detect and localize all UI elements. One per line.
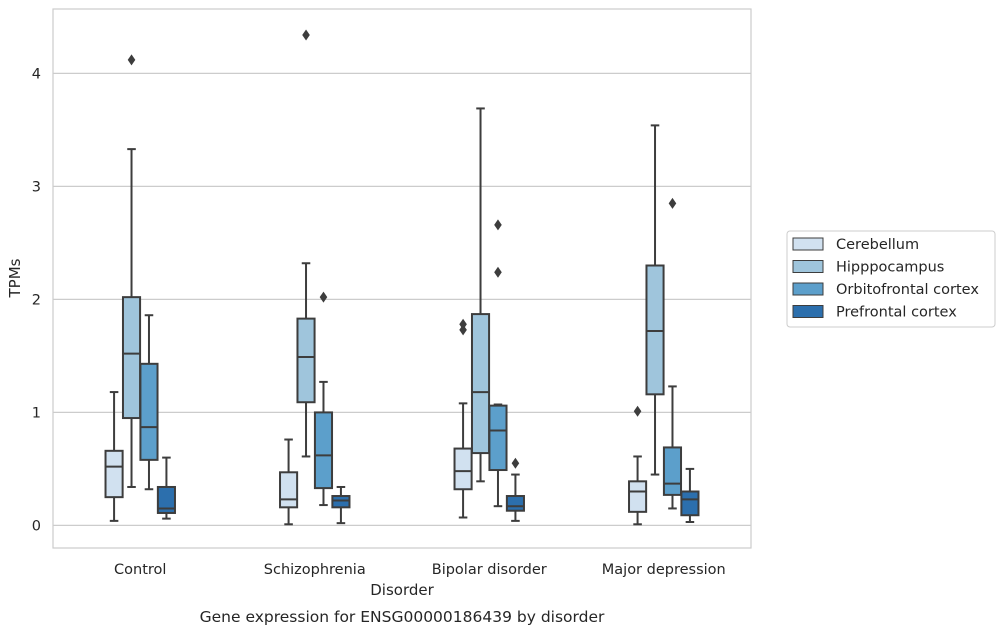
box-iqr (156, 485, 176, 514)
gridlines (53, 72, 751, 527)
legend-swatch (792, 282, 824, 296)
outlier-point (127, 54, 136, 66)
legend-item: Hipppocampus (792, 260, 944, 276)
outlier-point (668, 197, 677, 209)
box-iqr (313, 411, 334, 490)
box-iqr (104, 449, 124, 499)
box-hipppocampus (296, 29, 316, 458)
outlier-point (633, 405, 642, 417)
x-axis-ticks: Control Schizophrenia Bipolar disorder Majo… (114, 562, 726, 578)
y-tick-label: 3 (32, 179, 41, 195)
legend-label: Prefrontal cortex (836, 305, 957, 321)
box-hipppocampus (121, 54, 142, 488)
y-tick-label: 2 (32, 292, 41, 308)
outlier-point (494, 266, 502, 278)
x-axis-label: Disorder (370, 581, 434, 599)
x-tick-label: Bipolar disorder (432, 562, 547, 578)
box-cerebellum (453, 318, 473, 519)
box-iqr (488, 404, 508, 472)
plot-frame (52, 8, 752, 549)
box-cerebellum (628, 405, 648, 526)
legend-swatch (792, 260, 824, 273)
legend-label: Hipppocampus (836, 260, 944, 276)
outlier-point (302, 29, 310, 41)
box-iqr (453, 447, 473, 491)
box-iqr (505, 495, 525, 512)
outlier-point (319, 291, 328, 303)
boxes-layer (104, 29, 700, 526)
legend-label: Cerebellum (836, 237, 919, 253)
legend-item: Cerebellum (792, 237, 919, 253)
box-cerebellum (279, 438, 299, 526)
outlier-point (459, 324, 467, 336)
box-iqr (470, 313, 491, 455)
legend-item: Orbitofrontal cortex (792, 282, 979, 298)
outlier-point (459, 318, 467, 330)
legend: Cerebellum Hipppocampus Orbitofrontal cort… (786, 230, 996, 328)
y-tick-label: 1 (32, 405, 41, 421)
legend-swatch (792, 237, 824, 251)
x-tick-label: Schizophrenia (264, 562, 366, 578)
box-iqr (296, 317, 316, 404)
x-tick-label: Control (114, 562, 166, 578)
legend-frame (786, 230, 996, 328)
box-prefrontal-cortex (331, 485, 351, 525)
y-axis-label: TPMs (6, 258, 24, 298)
box-prefrontal-cortex (156, 456, 176, 520)
outlier-point (494, 219, 502, 231)
box-iqr (279, 471, 299, 509)
box-hipppocampus (470, 107, 491, 483)
y-tick-label: 4 (32, 66, 41, 82)
box-iqr (121, 296, 142, 420)
legend-swatch (792, 305, 824, 318)
outlier-point (511, 457, 520, 469)
box-orbitofrontal-cortex (313, 291, 334, 507)
box-iqr (628, 480, 648, 513)
box-orbitofrontal-cortex (488, 219, 508, 508)
legend-label: Orbitofrontal cortex (836, 282, 979, 298)
box-prefrontal-cortex (505, 457, 525, 522)
y-tick-label: 0 (32, 518, 41, 534)
box-cerebellum (104, 391, 124, 522)
box-orbitofrontal-cortex (139, 314, 159, 491)
box-iqr (662, 446, 683, 496)
legend-items: Cerebellum Hipppocampus Orbitofrontal cort… (792, 237, 979, 321)
legend-item: Prefrontal cortex (792, 305, 957, 321)
box-prefrontal-cortex (680, 467, 700, 524)
box-iqr (139, 362, 159, 461)
box-iqr (331, 495, 351, 509)
y-axis-ticks: 0 1 2 3 4 (32, 66, 41, 534)
box-iqr (680, 490, 700, 517)
box-hipppocampus (645, 124, 665, 476)
box-orbitofrontal-cortex (662, 197, 683, 510)
chart-caption: Gene expression for ENSG00000186439 by d… (200, 608, 605, 626)
x-tick-label: Major depression (602, 562, 726, 578)
box-iqr (645, 264, 665, 396)
